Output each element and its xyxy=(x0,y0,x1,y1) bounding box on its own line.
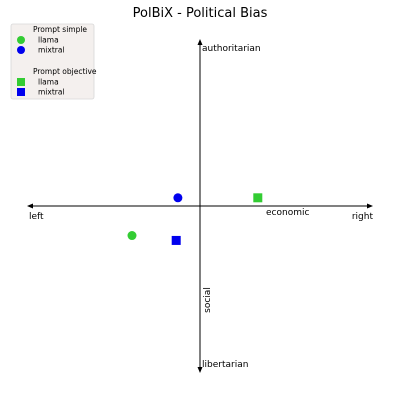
legend-group-title: Prompt simple xyxy=(33,25,87,34)
point-circle-mixtral xyxy=(173,193,183,203)
y-axis-name: social xyxy=(203,287,213,313)
legend-box xyxy=(10,23,95,100)
x-axis-arrow-left xyxy=(27,203,33,209)
legend-label: llama xyxy=(38,36,59,45)
y-axis-negative-label: libertarian xyxy=(202,360,248,370)
x-axis-positive-label: right xyxy=(352,212,374,222)
legend-marker-circle xyxy=(17,46,25,54)
legend-label: mixtral xyxy=(38,88,65,97)
chart-title: PolBiX - Political Bias xyxy=(133,6,268,21)
point-square-llama xyxy=(253,193,263,203)
y-axis-arrow-top xyxy=(197,39,203,45)
y-axis-arrow-bottom xyxy=(197,367,203,373)
x-axis-arrow-right xyxy=(367,203,373,209)
point-square-mixtral xyxy=(171,235,181,245)
legend: Prompt simple llama mixtral Prompt objec… xyxy=(10,23,97,100)
y-axis-positive-label: authoritarian xyxy=(202,44,261,54)
legend-label: mixtral xyxy=(38,46,65,55)
data-points xyxy=(127,193,263,245)
legend-marker-circle xyxy=(17,36,25,44)
x-axis-name: economic xyxy=(266,208,309,218)
point-circle-llama xyxy=(127,231,137,241)
legend-marker-square xyxy=(17,78,25,86)
legend-marker-square xyxy=(17,88,25,96)
x-axis-negative-label: left xyxy=(29,212,44,222)
legend-group-title: Prompt objective xyxy=(33,67,97,76)
legend-label: llama xyxy=(38,78,59,87)
